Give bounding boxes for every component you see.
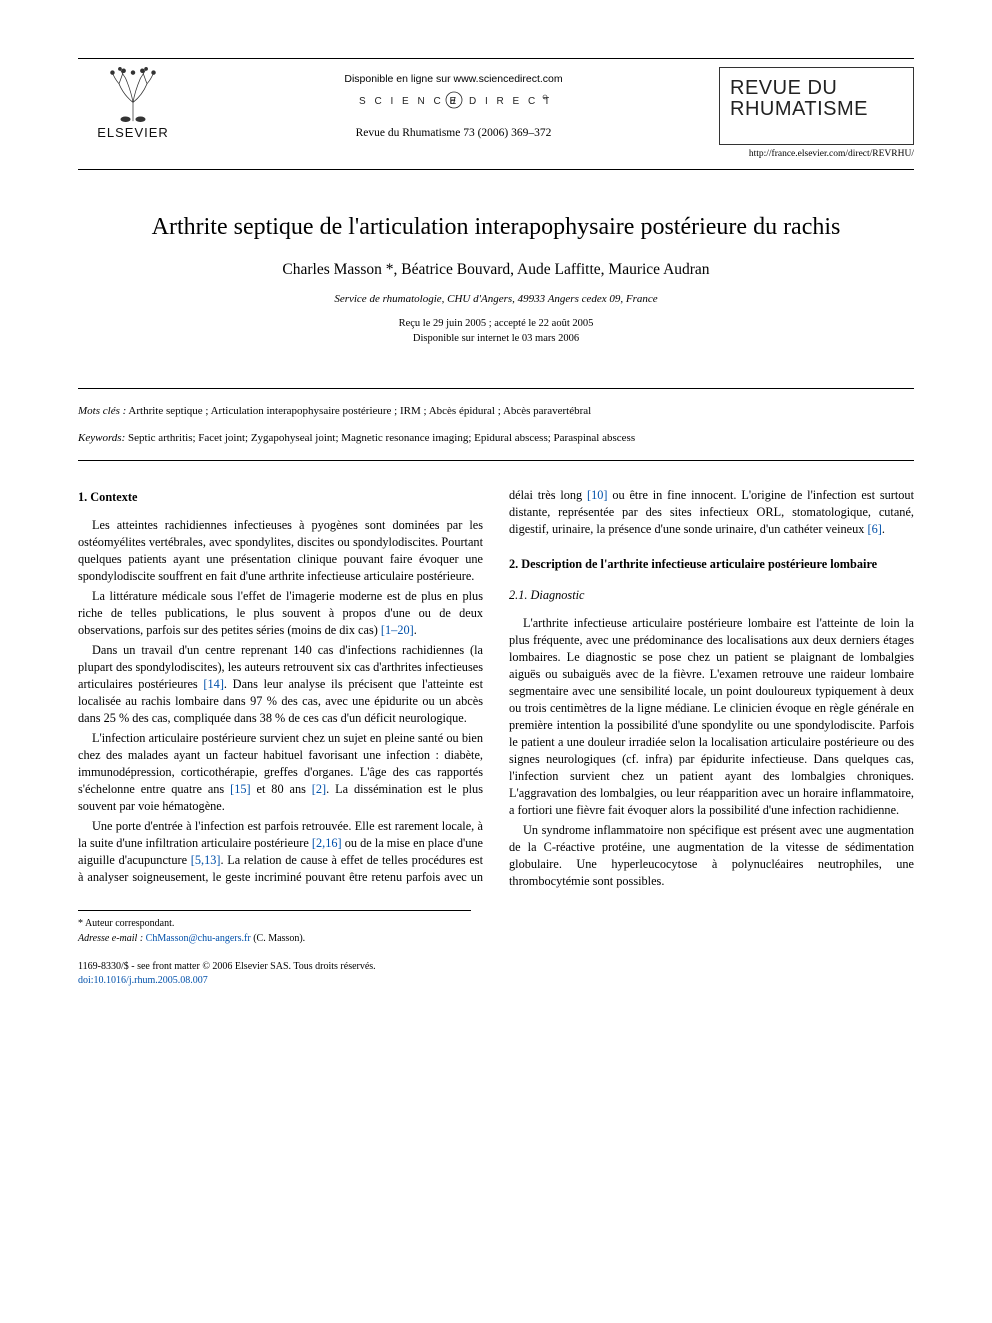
s2-1-p2: Un syndrome inflammatoire non spécifique… bbox=[509, 822, 914, 890]
svg-text:d: d bbox=[450, 95, 456, 107]
svg-text:D I R E C T: D I R E C T bbox=[469, 96, 549, 107]
ref-link[interactable]: [6] bbox=[868, 522, 882, 536]
header-rule bbox=[78, 169, 914, 170]
ref-link[interactable]: [2] bbox=[312, 782, 326, 796]
footnotes: * Auteur correspondant. Adresse e-mail :… bbox=[78, 910, 471, 946]
publisher-block: ELSEVIER bbox=[78, 67, 188, 140]
copyright-line: 1169-8330/$ - see front matter © 2006 El… bbox=[78, 960, 914, 974]
journal-title-box: REVUE DU RHUMATISME bbox=[719, 67, 914, 145]
ref-link[interactable]: [1–20] bbox=[381, 623, 414, 637]
ref-link[interactable]: [10] bbox=[587, 488, 608, 502]
doi-link[interactable]: doi:10.1016/j.rhum.2005.08.007 bbox=[78, 974, 914, 988]
section-2-1-heading: 2.1. Diagnostic bbox=[509, 587, 914, 604]
keywords-block: Mots clés : Arthrite septique ; Articula… bbox=[78, 388, 914, 461]
kw-en-text: Septic arthritis; Facet joint; Zygapohys… bbox=[128, 432, 635, 444]
footer-bar: 1169-8330/$ - see front matter © 2006 El… bbox=[78, 960, 914, 988]
email-label: Adresse e-mail : bbox=[78, 933, 143, 944]
ref-link[interactable]: [2,16] bbox=[312, 836, 342, 850]
header-center: Disponible en ligne sur www.sciencedirec… bbox=[188, 67, 719, 139]
date-online: Disponible sur internet le 03 mars 2006 bbox=[78, 332, 914, 347]
journal-title-line1: REVUE DU bbox=[730, 78, 903, 99]
section-1-heading: 1. Contexte bbox=[78, 489, 483, 506]
s1-p2: La littérature médicale sous l'effet de … bbox=[78, 588, 483, 639]
authors-text: Charles Masson *, Béatrice Bouvard, Aude… bbox=[282, 261, 709, 278]
authors-line: Charles Masson *, Béatrice Bouvard, Aude… bbox=[78, 261, 914, 279]
corresponding-author: * Auteur correspondant. bbox=[78, 917, 471, 931]
keywords-en: Keywords: Septic arthritis; Facet joint;… bbox=[78, 430, 914, 447]
journal-title-line2: RHUMATISME bbox=[730, 99, 903, 120]
s1-p2a: La littérature médicale sous l'effet de … bbox=[78, 589, 483, 637]
s1-p4: L'infection articulaire postérieure surv… bbox=[78, 730, 483, 815]
online-availability: Disponible en ligne sur www.sciencedirec… bbox=[344, 73, 562, 85]
science-direct-logo: S C I E N C E d D I R E C T R bbox=[359, 91, 549, 111]
body-columns: 1. Contexte Les atteintes rachidiennes i… bbox=[78, 487, 914, 889]
ref-link[interactable]: [15] bbox=[230, 782, 251, 796]
email-link[interactable]: ChMasson@chu-angers.fr bbox=[146, 933, 251, 944]
s1-p5e: . bbox=[882, 522, 885, 536]
journal-url: http://france.elsevier.com/direct/REVRHU… bbox=[719, 149, 914, 159]
article-dates: Reçu le 29 juin 2005 ; accepté le 22 aoû… bbox=[78, 317, 914, 346]
article-title: Arthrite septique de l'articulation inte… bbox=[78, 214, 914, 241]
keywords-fr: Mots clés : Arthrite septique ; Articula… bbox=[78, 403, 914, 420]
section-2-heading: 2. Description de l'arthrite infectieuse… bbox=[509, 556, 914, 573]
kw-fr-text: Arthrite septique ; Articulation interap… bbox=[128, 405, 591, 417]
s2-1-p1: L'arthrite infectieuse articulaire posté… bbox=[509, 615, 914, 819]
affiliation: Service de rhumatologie, CHU d'Angers, 4… bbox=[78, 293, 914, 305]
header-bar: ELSEVIER Disponible en ligne sur www.sci… bbox=[78, 58, 914, 159]
ref-link[interactable]: [14] bbox=[203, 677, 224, 691]
email-line: Adresse e-mail : ChMasson@chu-angers.fr … bbox=[78, 932, 471, 946]
date-received: Reçu le 29 juin 2005 ; accepté le 22 aoû… bbox=[78, 317, 914, 332]
journal-block: REVUE DU RHUMATISME http://france.elsevi… bbox=[719, 67, 914, 159]
s1-p3: Dans un travail d'un centre reprenant 14… bbox=[78, 642, 483, 727]
citation-line: Revue du Rhumatisme 73 (2006) 369–372 bbox=[356, 127, 552, 139]
page-container: ELSEVIER Disponible en ligne sur www.sci… bbox=[0, 0, 992, 1028]
s1-p4b: et 80 ans bbox=[251, 782, 312, 796]
elsevier-tree-icon bbox=[105, 67, 161, 123]
publisher-name: ELSEVIER bbox=[97, 125, 169, 140]
kw-fr-label: Mots clés : bbox=[78, 405, 126, 417]
s1-p1: Les atteintes rachidiennes infectieuses … bbox=[78, 517, 483, 585]
kw-en-label: Keywords: bbox=[78, 432, 125, 444]
ref-link[interactable]: [5,13] bbox=[191, 853, 221, 867]
svg-text:R: R bbox=[543, 96, 545, 100]
s1-p2b: . bbox=[414, 623, 417, 637]
svg-text:S C I E N C E: S C I E N C E bbox=[359, 96, 459, 107]
email-who: (C. Masson). bbox=[251, 933, 305, 944]
